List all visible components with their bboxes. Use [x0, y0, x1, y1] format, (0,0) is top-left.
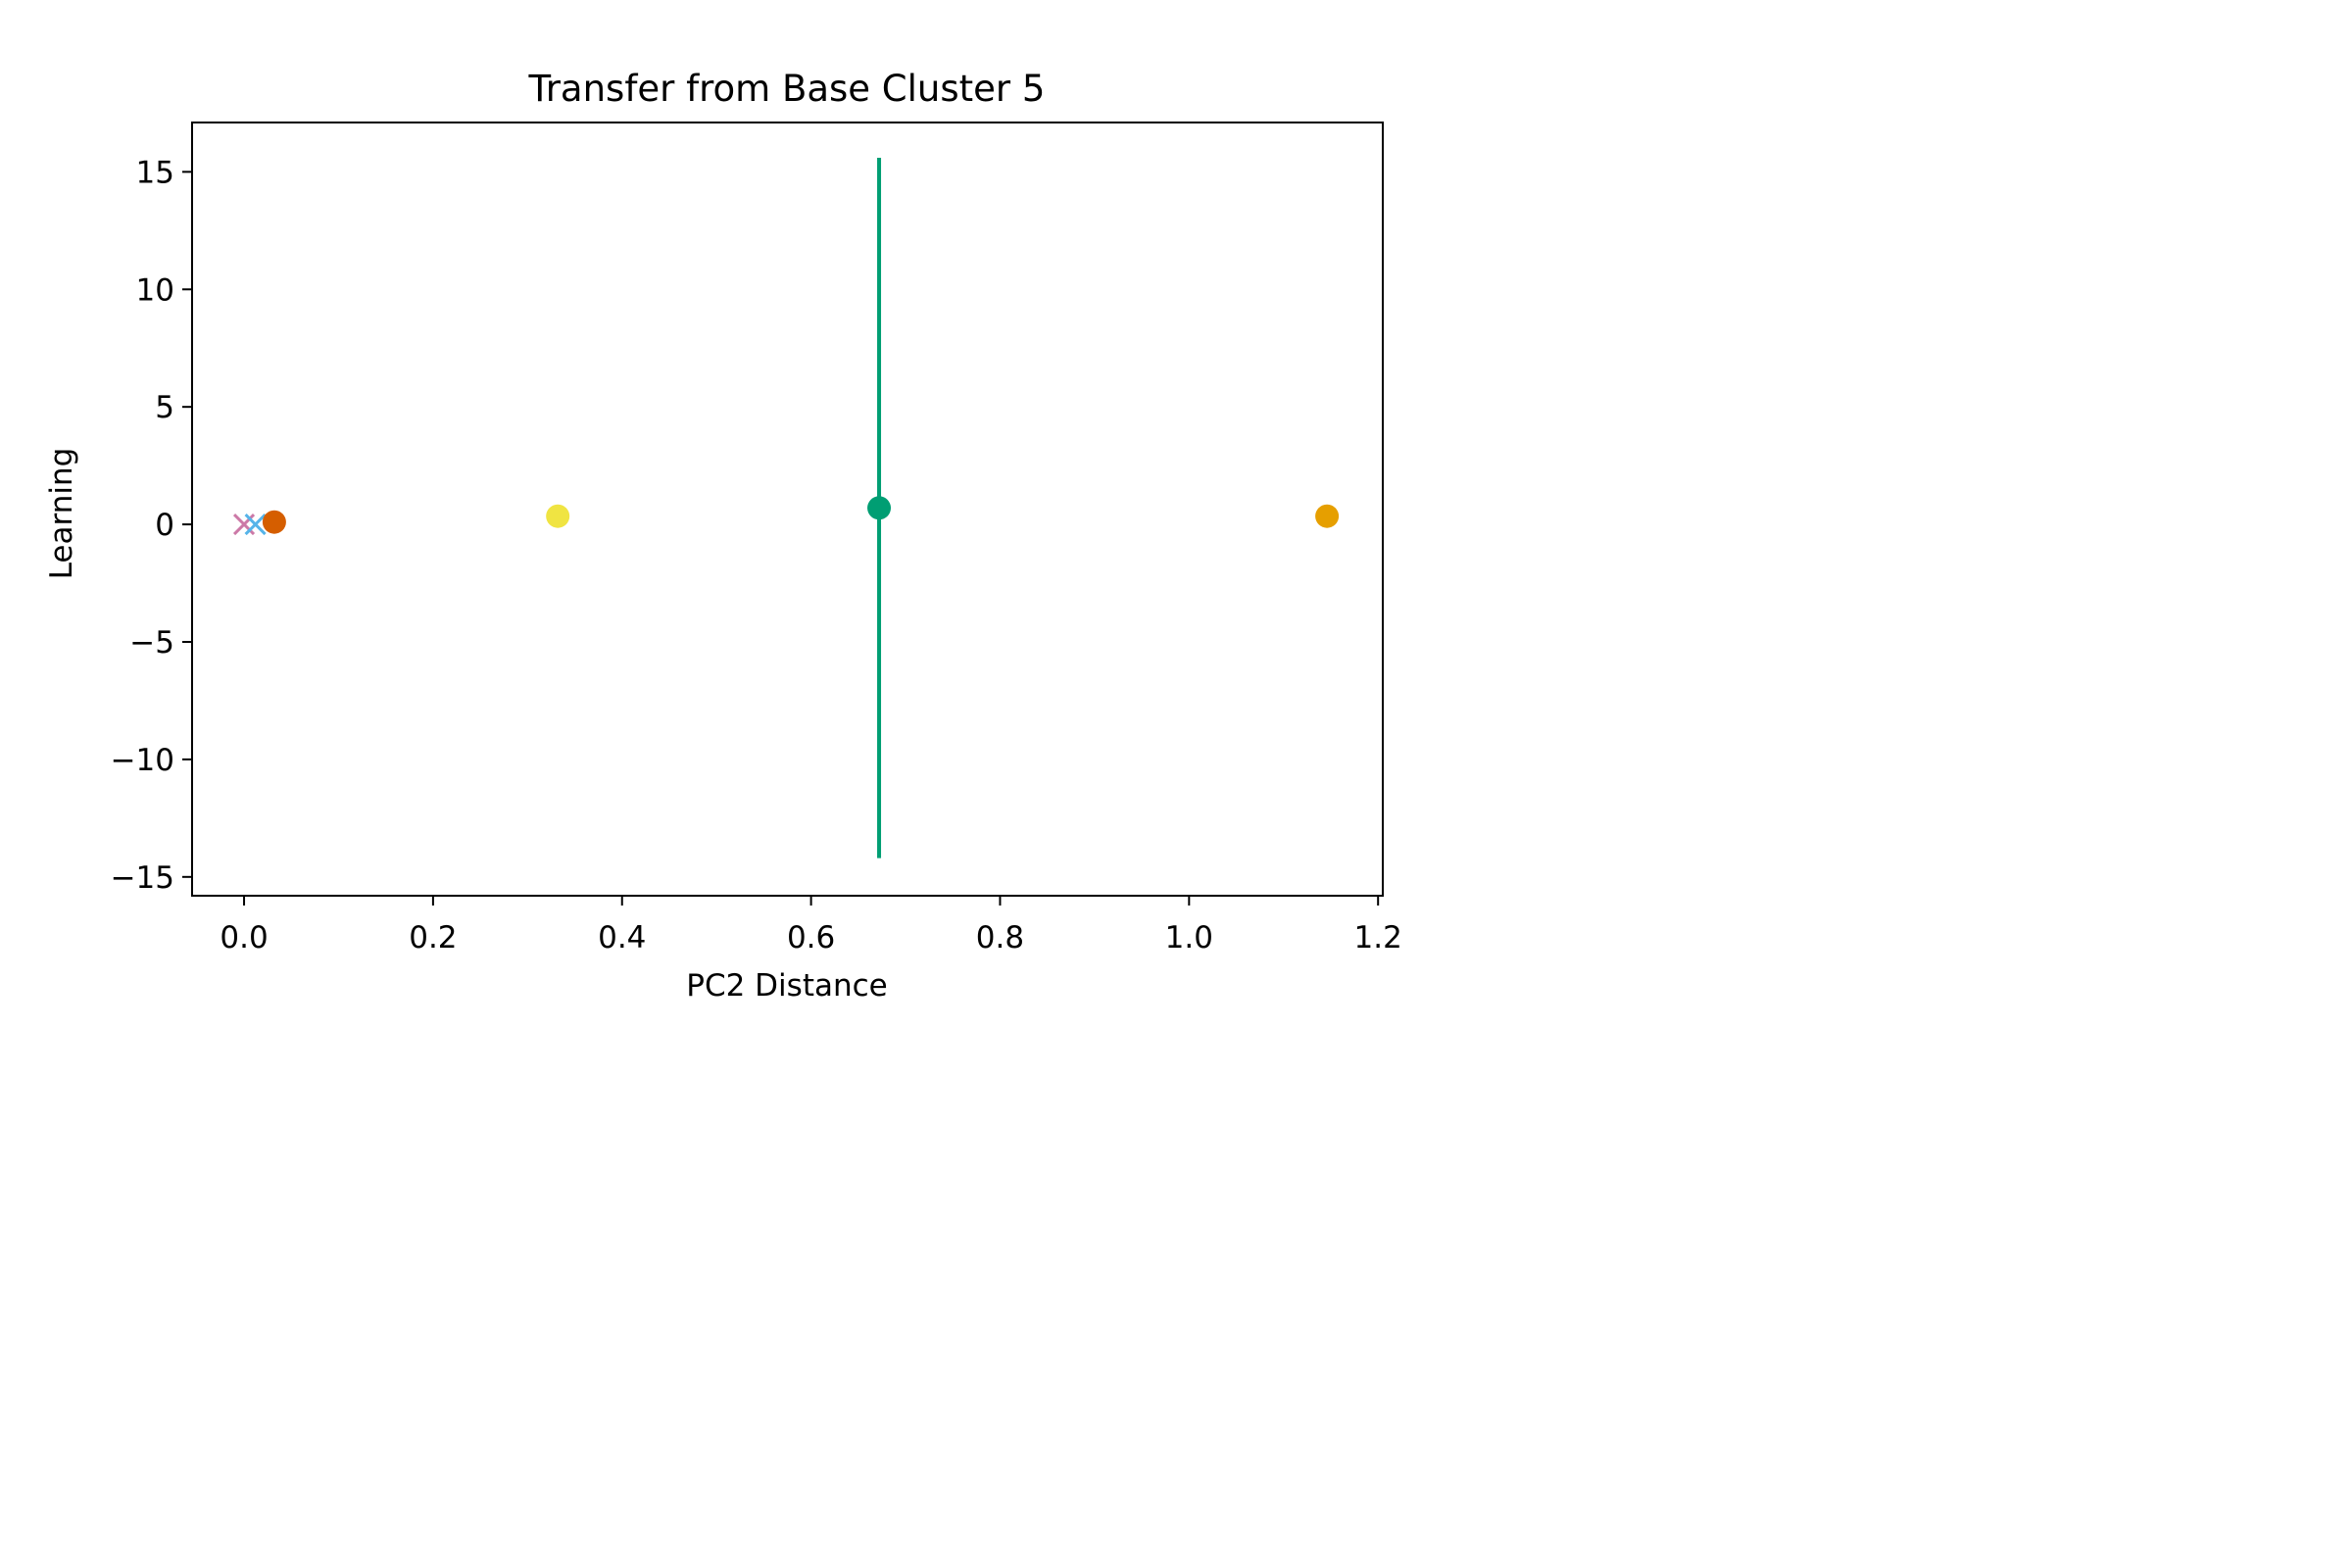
y-tick-label: 5 [155, 390, 174, 425]
y-tick-label: 0 [155, 508, 174, 543]
data-marks [232, 157, 1340, 858]
x-axis-ticks: 0.0 0.2 0.4 0.6 0.8 1.0 1.2 [220, 896, 1402, 956]
x-tick-label: 1.0 [1165, 920, 1213, 956]
x-tick-label: 0.0 [220, 920, 268, 956]
x-tick-label: 0.2 [409, 920, 457, 956]
y-tick-label: −10 [111, 743, 174, 778]
data-point [546, 504, 570, 528]
y-tick-label: −5 [129, 625, 174, 661]
chart-title: Transfer from Base Cluster 5 [528, 68, 1046, 110]
plot-frame [191, 122, 1384, 897]
y-axis-label: Learning [44, 448, 79, 580]
x-tick-label: 0.4 [598, 920, 646, 956]
scatter-chart: Transfer from Base Cluster 5 0.0 0.2 0.4 0.… [0, 0, 1515, 1017]
x-axis-label: PC2 Distance [686, 968, 887, 1004]
data-point-x-marker [244, 514, 267, 536]
y-tick-label: −15 [111, 860, 174, 896]
y-tick-label: 10 [136, 272, 174, 308]
data-point [1315, 504, 1340, 528]
x-tick-label: 1.2 [1354, 920, 1402, 956]
y-tick-label: 15 [136, 155, 174, 190]
data-point [262, 510, 286, 534]
x-tick-label: 0.6 [787, 920, 835, 956]
data-point [867, 496, 892, 520]
x-tick-label: 0.8 [976, 920, 1024, 956]
figure-background [0, 0, 1515, 1017]
y-axis-ticks: −15 −10 −5 0 5 10 15 [111, 155, 192, 896]
